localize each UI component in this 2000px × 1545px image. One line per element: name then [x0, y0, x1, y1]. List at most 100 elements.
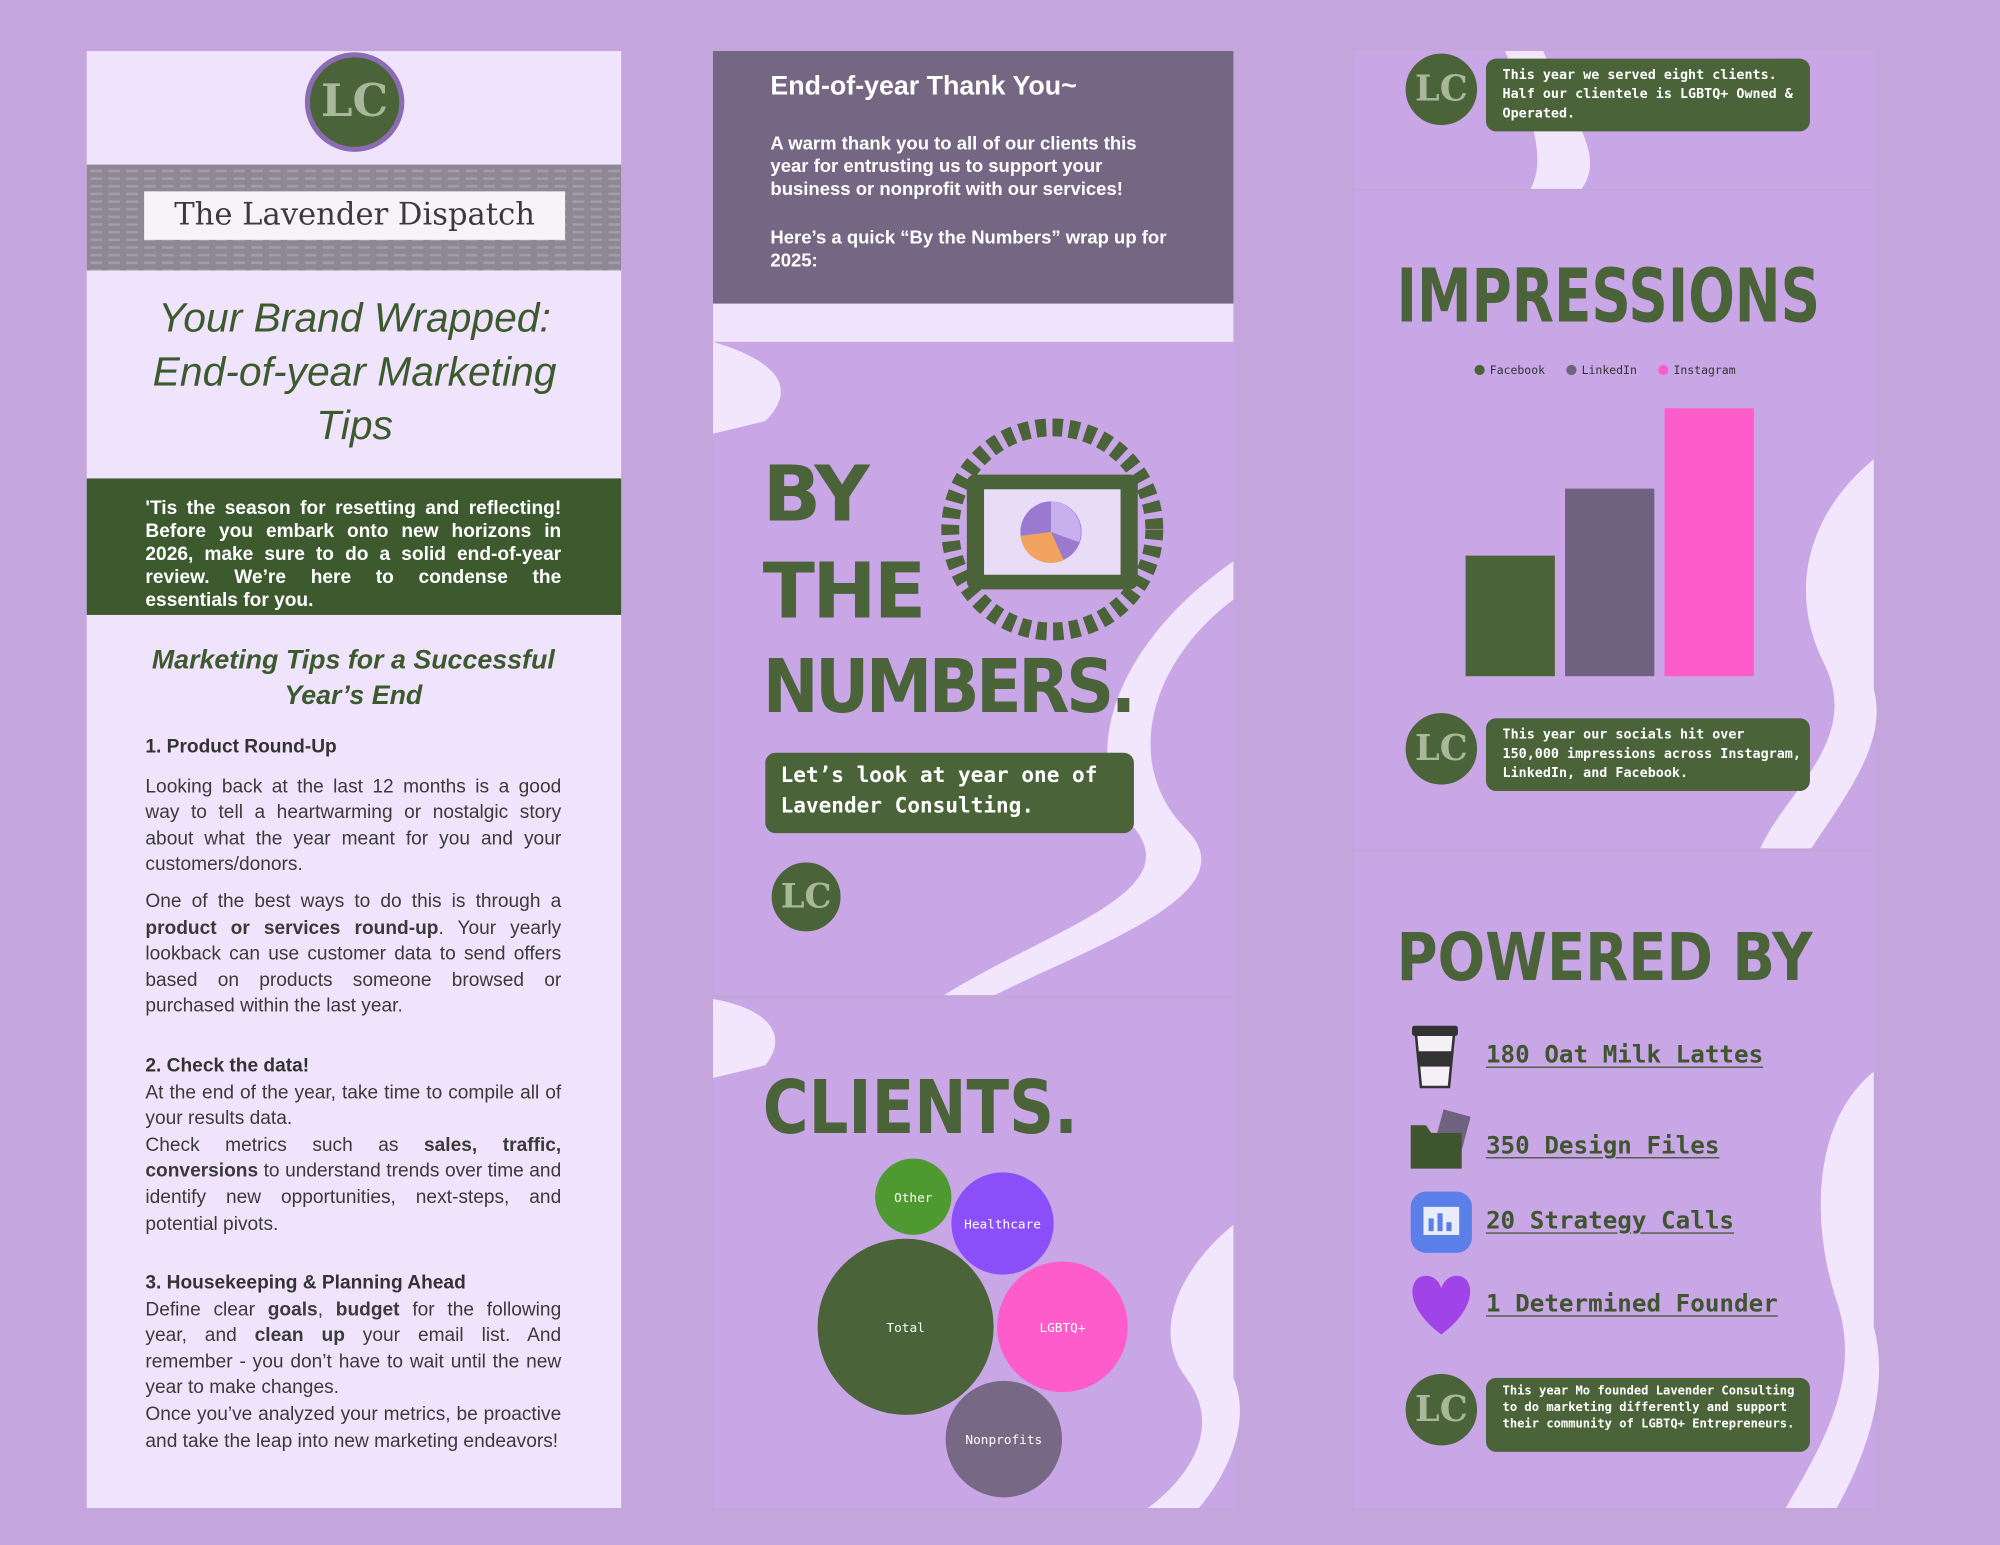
- bubble-label: Nonprofits: [965, 1433, 1042, 1448]
- text-run: Looking back at the last 12 months is a …: [145, 775, 562, 876]
- clients-note: This year we served eight clients. Half …: [1502, 67, 1793, 122]
- clients-title: CLIENTS.: [763, 1065, 1078, 1151]
- logo-text: LC: [781, 877, 832, 917]
- bold-text: goals: [267, 1298, 318, 1321]
- legend-label: Instagram: [1673, 363, 1735, 377]
- powered-item: 350 Design Files: [1485, 1131, 1720, 1160]
- text-run: One of the best ways to do this is throu…: [145, 890, 562, 913]
- logo-text: LC: [1415, 728, 1468, 769]
- swirl: [1760, 459, 1877, 849]
- logo-circle: [1403, 710, 1480, 788]
- section-heading: 1. Product Round-Up: [145, 736, 337, 758]
- text-run: At the end of the year, take time to com…: [145, 1081, 562, 1130]
- logo-circle: [769, 859, 844, 934]
- bubble: [875, 1158, 952, 1235]
- text-run: Check metrics such as: [145, 1133, 425, 1156]
- swirl: [713, 998, 776, 1079]
- legend-swatch: [1474, 364, 1485, 376]
- bold-text: clean up: [254, 1324, 345, 1347]
- text-run: ,: [317, 1298, 336, 1321]
- bubble-label: LGBTQ+: [1039, 1321, 1085, 1336]
- thanks-paragraph: A warm thank you to all of our clients t…: [770, 133, 1137, 201]
- bold-text: budget: [335, 1298, 400, 1321]
- section-paragraph: At the end of the year, take time to com…: [145, 1080, 561, 1133]
- founder-note: This year Mo founded Lavender Consulting…: [1502, 1384, 1795, 1432]
- caption-box: [765, 752, 1134, 834]
- logo-circle: [1403, 51, 1480, 128]
- bubble: [951, 1172, 1054, 1275]
- swirl: [1147, 1224, 1240, 1508]
- logo-text: LC: [1415, 1389, 1468, 1430]
- bar: [1465, 555, 1555, 677]
- spacer: [713, 303, 1234, 342]
- section-paragraph: Define clear goals, budget for the follo…: [145, 1297, 561, 1402]
- numbers-title-line: THE: [763, 547, 924, 636]
- bubble-label: Other: [894, 1191, 933, 1206]
- text-run: Once you’ve analyzed your metrics, be pr…: [145, 1403, 562, 1452]
- text-run: Define clear: [145, 1298, 268, 1321]
- stamp-icon: [941, 418, 1164, 641]
- intro-box: [86, 478, 622, 615]
- powered-item: 180 Oat Milk Lattes: [1485, 1041, 1764, 1070]
- bold-text: product or services round-up: [145, 916, 439, 939]
- bold-text: sales, traffic, conversions: [145, 1133, 562, 1182]
- section-paragraph: Check metrics such as sales, traffic, co…: [145, 1133, 561, 1238]
- newsletter-section: 2. Check the data! At the end of the year…: [145, 1054, 561, 1238]
- impressions-title: IMPRESSIONS: [1397, 253, 1820, 339]
- coffee-icon: [1411, 1025, 1458, 1089]
- powered-item: 1 Determined Founder: [1485, 1289, 1778, 1318]
- newsletter-title: Your Brand Wrapped: End-of-year Marketin…: [152, 294, 557, 448]
- section-paragraph: Once you’ve analyzed your metrics, be pr…: [145, 1402, 561, 1455]
- numbers-title-line: NUMBERS.: [763, 644, 1133, 730]
- impressions-note: This year our socials hit over 150,000 i…: [1502, 727, 1801, 781]
- powered-title: POWERED BY: [1397, 918, 1814, 996]
- thanks-title: End-of-year Thank You~: [770, 71, 1077, 101]
- thanks-box: [713, 51, 1234, 304]
- bubble: [945, 1380, 1063, 1498]
- text-run: for the following year, and: [145, 1298, 562, 1347]
- numbers-title-line: BY: [763, 451, 872, 540]
- heart-icon: [1412, 1275, 1471, 1335]
- newsletter-panel: [86, 51, 622, 1508]
- bubble-label: Healthcare: [964, 1218, 1041, 1233]
- powered-item: 20 Strategy Calls: [1485, 1206, 1735, 1235]
- bubble-label: Total: [886, 1321, 924, 1336]
- note-box: [1485, 718, 1810, 791]
- swirl: [943, 561, 1234, 996]
- legend-swatch: [1566, 364, 1577, 376]
- section-paragraph: Looking back at the last 12 months is a …: [145, 774, 561, 879]
- logo-text: LC: [321, 74, 388, 127]
- newsletter-section: 1. Product Round-Up Looking back at the l…: [145, 735, 561, 1021]
- section-heading: 3. Housekeeping & Planning Ahead: [145, 1272, 466, 1294]
- swirl: [713, 341, 781, 434]
- bubble: [817, 1238, 994, 1415]
- folder-icon: [1410, 1109, 1471, 1169]
- thanks-paragraph: Here’s a quick “By the Numbers” wrap up …: [770, 228, 1167, 272]
- logo-circle: [304, 52, 405, 152]
- newsletter-section: 3. Housekeeping & Planning Ahead Define c…: [145, 1271, 561, 1455]
- newsletter-intro: 'Tis the season for resetting and reflec…: [145, 497, 562, 612]
- strategy-icon: [1410, 1191, 1472, 1253]
- newsletter-body: Marketing Tips for a Successful Year’s E…: [145, 643, 561, 1488]
- legend-swatch: [1658, 364, 1669, 376]
- swirl: [1785, 1071, 1880, 1508]
- masthead: The Lavender Dispatch: [174, 198, 535, 233]
- note-box: [1485, 58, 1810, 132]
- logo-text: LC: [1415, 68, 1468, 109]
- text-run: your email list. And remember - you don’…: [145, 1324, 562, 1399]
- bar: [1565, 488, 1655, 677]
- numbers-caption: Let’s look at year one of Lavender Consu…: [780, 762, 1098, 818]
- text-run: . Your yearly lookback can use customer …: [145, 916, 562, 1018]
- text-run: to understand trends over time and ident…: [145, 1160, 562, 1235]
- section-heading: 2. Check the data!: [145, 1055, 310, 1077]
- bubble: [997, 1261, 1128, 1393]
- section-paragraph: One of the best ways to do this is throu…: [145, 889, 561, 1020]
- logo-circle: [1403, 1371, 1480, 1449]
- note-box: [1485, 1377, 1810, 1452]
- legend-label: LinkedIn: [1582, 363, 1637, 377]
- legend-label: Facebook: [1490, 363, 1545, 377]
- newsletter-subtitle: Marketing Tips for a Successful Year’s E…: [151, 645, 555, 711]
- masthead-box: [144, 191, 566, 240]
